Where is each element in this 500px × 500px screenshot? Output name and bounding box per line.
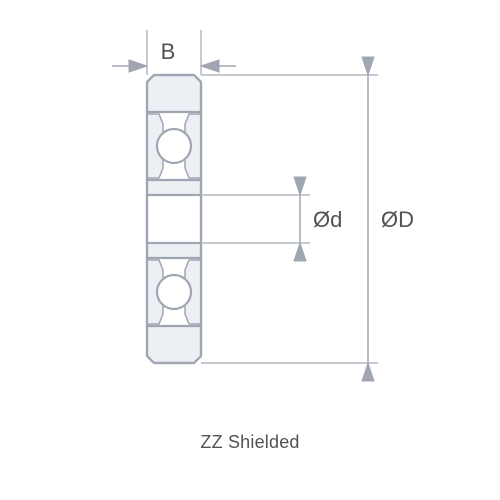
bearing-diagram: B Ød ØD ZZ Shielded	[0, 0, 500, 500]
caption: ZZ Shielded	[0, 432, 500, 453]
label-B: B	[161, 39, 176, 64]
label-d: Ød	[313, 207, 342, 232]
label-D: ØD	[381, 207, 414, 232]
drawing-svg: B Ød ØD	[0, 0, 500, 500]
